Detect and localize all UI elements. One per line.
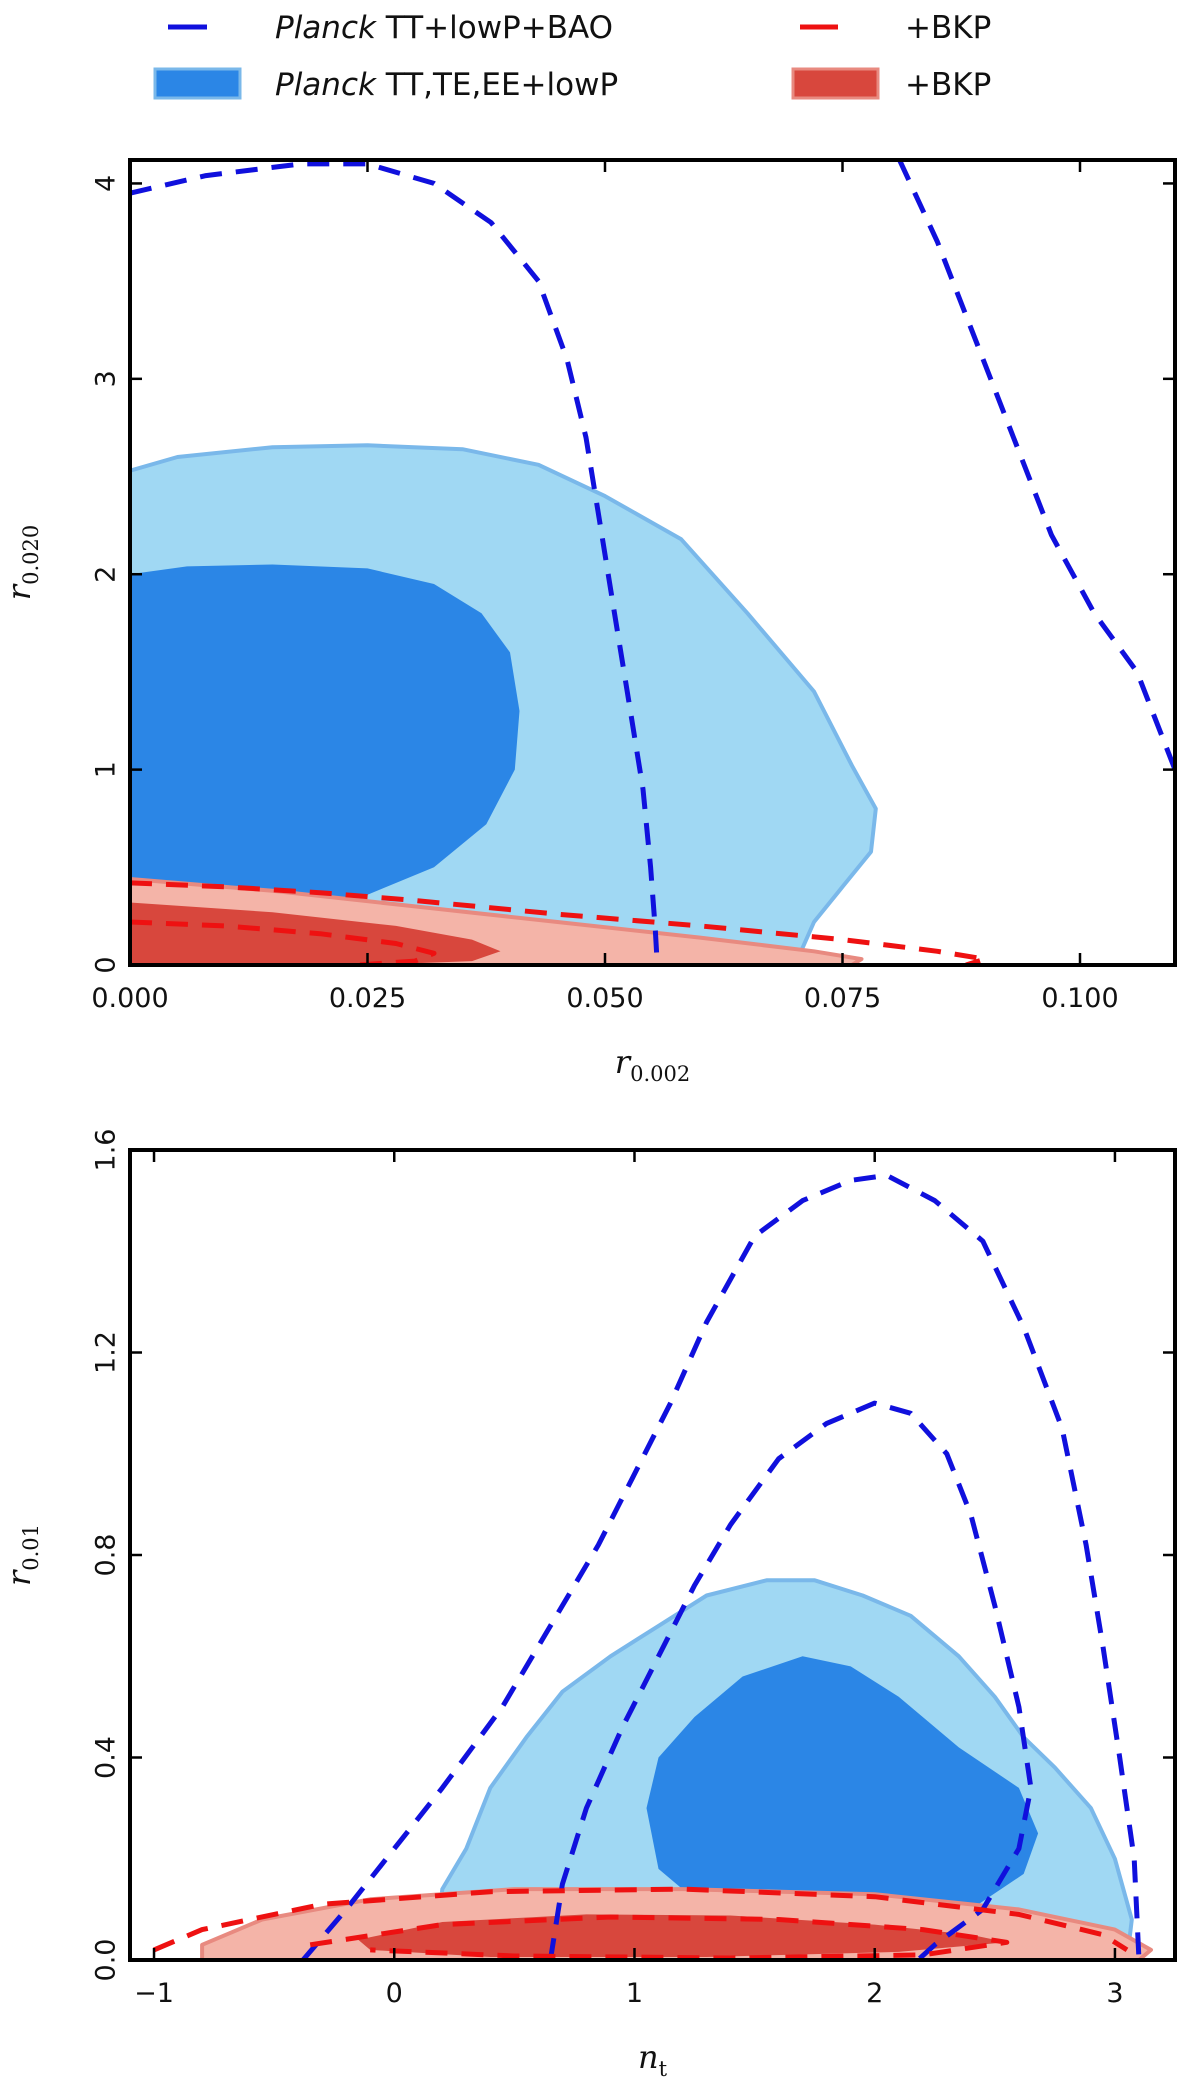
contour-blue-inner-1 xyxy=(646,1656,1039,1920)
panel-top: 0.000 0.025 0.050 0.075 0.100 0 1 2 3 4 r0.002 r0.0… xyxy=(0,158,1177,1086)
legend-swatch-blue-filled xyxy=(153,67,242,100)
contour-blue-inner-1 xyxy=(130,564,520,965)
legend-label-planck-tt-te-ee-lowp: Planck TT,TE,EE+lowP xyxy=(275,67,618,103)
y-tick-label: 1.2 xyxy=(90,1331,121,1374)
axes-frame xyxy=(128,158,1177,967)
y-tick-label: 3 xyxy=(90,370,121,387)
legend-label-bkp-filled: +BKP xyxy=(905,67,991,103)
x-tick-label: 1 xyxy=(626,1978,643,2009)
y-tick-label: 1 xyxy=(90,761,121,778)
contour-blue-dashed-5 xyxy=(547,1400,1034,1960)
y-tick-label: 0.4 xyxy=(90,1736,121,1779)
contour-blue-dashed-5 xyxy=(897,160,1175,771)
plot-area xyxy=(130,160,1175,965)
contour-blue-dashed-4 xyxy=(130,161,660,965)
y-tick-label: 1.6 xyxy=(90,1129,121,1172)
x-tick-label: 0.100 xyxy=(1041,983,1118,1014)
x-tick-label: 0.000 xyxy=(91,983,168,1014)
contour-red-dashed-6 xyxy=(130,880,988,965)
contour-blue-dashed-4 xyxy=(301,1172,1142,1960)
legend-label-planck-tt-lowp-bao: Planck TT+lowP+BAO xyxy=(275,10,613,46)
legend-swatch-red-filled xyxy=(791,67,880,100)
x-tick-label: 2 xyxy=(866,1978,883,2009)
contour-red-inner-3 xyxy=(358,1914,1007,1957)
y-tick-label: 4 xyxy=(90,175,121,192)
x-tick-label: 0.050 xyxy=(566,983,643,1014)
y-axis-label: r0.020 xyxy=(0,525,43,600)
y-tick-label: 0.8 xyxy=(90,1534,121,1577)
y-tick-label: 0 xyxy=(90,956,121,973)
x-tick-label: 0.075 xyxy=(804,983,881,1014)
x-tick-label: 0.025 xyxy=(329,983,406,1014)
contour-red-dashed-6 xyxy=(153,1886,1129,1953)
x-tick-label: 0 xyxy=(386,1978,403,2009)
x-axis-label: nt xyxy=(638,2038,668,2081)
panel-bottom: −1 0 1 2 3 0.0 0.4 0.8 1.2 1.6 nt r0.01 xyxy=(0,1129,1177,2081)
y-tick-label: 0.0 xyxy=(90,1939,121,1982)
x-axis-label: r0.002 xyxy=(615,1043,690,1086)
legend-label-bkp-dashed: +BKP xyxy=(905,10,991,46)
legend: Planck TT+lowP+BAO +BKP Planck TT,TE,EE+… xyxy=(153,10,991,103)
x-tick-label: −1 xyxy=(134,1978,174,2009)
contour-red-dashed-7 xyxy=(309,1914,1010,1960)
x-tick-label: 3 xyxy=(1106,1978,1123,2009)
y-axis-label: r0.01 xyxy=(0,1524,43,1586)
plot-area xyxy=(153,1172,1153,1960)
y-tick-label: 2 xyxy=(90,566,121,583)
contour-red-dashed-7 xyxy=(130,919,437,965)
